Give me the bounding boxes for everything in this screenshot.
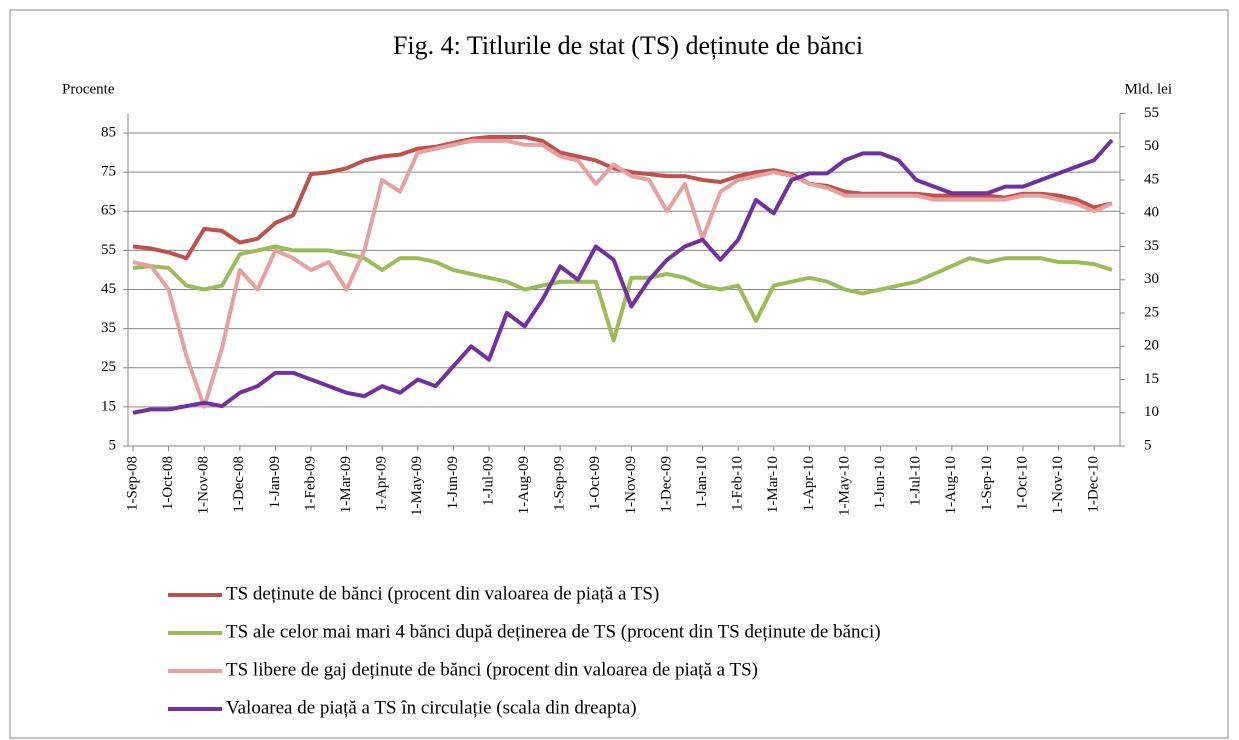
series-line xyxy=(132,138,1113,409)
legend-label: Valoarea de piață a TS în circulație (sc… xyxy=(226,697,637,718)
x-tick-label: 1-Dec-09 xyxy=(658,456,674,513)
y-tick-label: 25 xyxy=(101,359,116,375)
x-tick-label: 1-Jan-09 xyxy=(267,456,283,509)
y2-tick-label: 25 xyxy=(1144,304,1159,320)
x-tick-label: 1-Feb-10 xyxy=(730,456,746,511)
chart-title: Fig. 4: Titlurile de stat (TS) deținute … xyxy=(393,31,863,60)
y2-tick-label: 10 xyxy=(1144,404,1159,420)
x-tick-label: 1-Jun-09 xyxy=(445,456,461,509)
y-tick-label: 65 xyxy=(101,203,116,219)
y-tick-label: 85 xyxy=(101,124,116,140)
x-tick-label: 1-May-09 xyxy=(409,456,425,516)
x-tick-label: 1-Nov-10 xyxy=(1050,456,1066,514)
y-tick-label: 35 xyxy=(101,320,116,336)
x-tick-label: 1-Sep-09 xyxy=(552,456,568,511)
y2-tick-label: 45 xyxy=(1144,171,1159,187)
x-tick-label: 1-Jan-10 xyxy=(694,456,710,509)
x-tick-label: 1-Dec-10 xyxy=(1086,456,1102,513)
x-tick-label: 1-Mar-10 xyxy=(765,456,781,513)
x-tick-label: 1-Aug-09 xyxy=(516,456,532,514)
x-tick-label: 1-Aug-10 xyxy=(943,456,959,514)
x-tick-label: 1-Jul-09 xyxy=(480,456,496,506)
x-tick-label: 1-Jul-10 xyxy=(908,456,924,506)
y2-tick-label: 55 xyxy=(1144,105,1159,121)
y-axis-label: Procente xyxy=(62,81,115,97)
legend-label: TS libere de gaj deținute de bănci (proc… xyxy=(226,659,758,680)
series-line xyxy=(132,138,1114,415)
y-tick-label: 15 xyxy=(101,398,116,414)
x-tick-label: 1-Oct-10 xyxy=(1014,456,1030,510)
x-tick-label: 1-Nov-09 xyxy=(623,456,639,514)
y2-tick-label: 50 xyxy=(1144,138,1159,154)
x-tick-label: 1-Jun-10 xyxy=(872,456,888,509)
x-tick-label: 1-Oct-09 xyxy=(587,456,603,510)
x-tick-label: 1-Sep-10 xyxy=(979,456,995,511)
y2-axis-label: Mld. lei xyxy=(1125,81,1173,97)
y2-tick-label: 15 xyxy=(1144,371,1159,387)
x-tick-label: 1-Dec-08 xyxy=(231,456,247,513)
y2-tick-label: 5 xyxy=(1144,437,1152,453)
legend-label: TS ale celor mai mari 4 bănci după dețin… xyxy=(226,621,881,642)
y-tick-label: 75 xyxy=(101,164,116,180)
y-tick-label: 5 xyxy=(109,437,117,453)
y2-tick-label: 35 xyxy=(1144,238,1159,254)
y-tick-label: 55 xyxy=(101,242,116,258)
x-tick-label: 1-Oct-08 xyxy=(160,456,176,510)
y2-tick-label: 30 xyxy=(1144,271,1159,287)
x-tick-label: 1-Sep-08 xyxy=(124,456,140,511)
x-tick-label: 1-May-10 xyxy=(836,456,852,516)
x-tick-label: 1-Mar-09 xyxy=(338,456,354,513)
x-tick-label: 1-Nov-08 xyxy=(196,456,212,514)
x-tick-label: 1-Feb-09 xyxy=(302,456,318,511)
x-tick-label: 1-Apr-10 xyxy=(801,456,817,512)
y2-tick-label: 40 xyxy=(1144,205,1159,221)
x-tick-label: 1-Apr-09 xyxy=(374,456,390,512)
y-tick-label: 45 xyxy=(101,281,116,297)
legend-label: TS deținute de bănci (procent din valoar… xyxy=(226,583,659,604)
y2-tick-label: 20 xyxy=(1144,338,1159,354)
series-line xyxy=(132,244,1113,343)
